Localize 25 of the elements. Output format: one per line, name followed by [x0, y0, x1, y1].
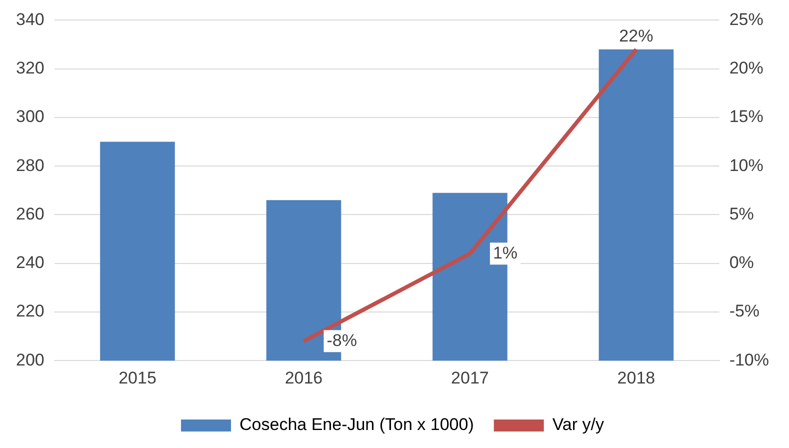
x-tick-label: 2015 — [118, 368, 156, 388]
y2-tick-label: 25% — [729, 10, 764, 29]
y-tick-label: 280 — [16, 156, 44, 175]
y2-tick-label: -5% — [729, 302, 760, 321]
y-tick-label: 300 — [16, 107, 44, 126]
x-tick-label: 2017 — [451, 368, 489, 388]
legend-label: Var y/y — [552, 415, 604, 434]
legend-label: Cosecha Ene-Jun (Ton x 1000) — [240, 415, 474, 434]
y-tick-label: 320 — [16, 58, 44, 78]
data-label: 22% — [619, 26, 654, 46]
y-tick-label: 200 — [16, 350, 44, 370]
y2-tick-label: 15% — [729, 107, 764, 126]
data-label: -8% — [326, 330, 357, 350]
y2-tick-label: 10% — [729, 156, 764, 175]
y-tick-label: 220 — [16, 302, 44, 321]
y2-tick-label: -10% — [729, 350, 769, 370]
y-tick-label: 340 — [16, 10, 44, 29]
y-tick-label: 260 — [16, 204, 44, 224]
x-tick-label: 2018 — [617, 368, 656, 388]
y-tick-label: 240 — [16, 253, 44, 272]
data-label: 1% — [492, 243, 518, 262]
y2-tick-label: 0% — [729, 253, 754, 272]
x-tick-label: 2016 — [284, 368, 323, 388]
y2-tick-label: 20% — [729, 58, 764, 78]
y2-tick-label: 5% — [729, 204, 754, 224]
